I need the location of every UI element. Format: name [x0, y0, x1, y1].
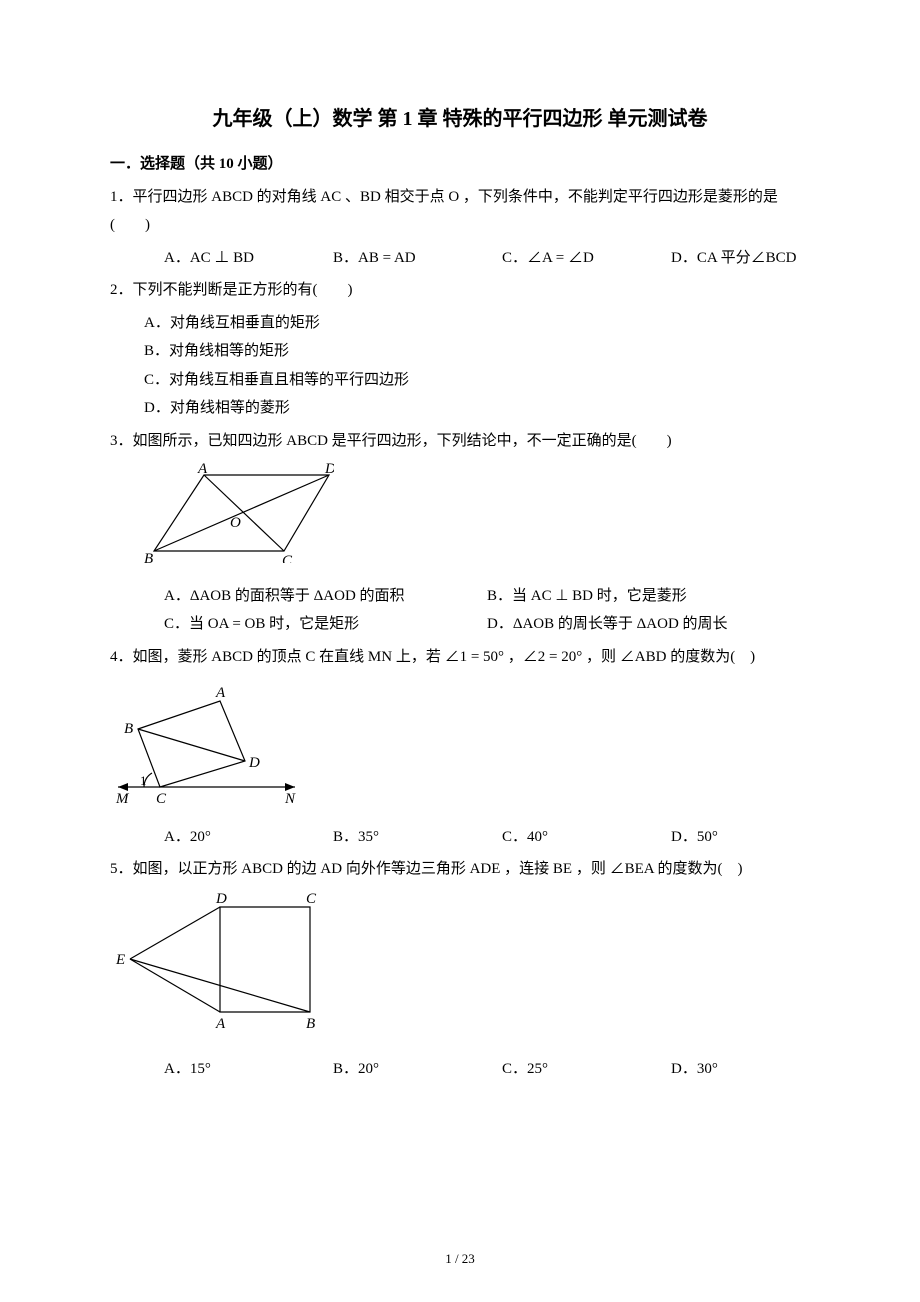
q3-stem: 3．如图所示，已知四边形 ABCD 是平行四边形，下列结论中，不一定正确的是( … [110, 427, 810, 456]
svg-text:B: B [306, 1016, 315, 1032]
svg-text:1: 1 [140, 773, 147, 788]
q2-stem: 2．下列不能判断是正方形的有( ) [110, 276, 810, 305]
q4-stem: 4．如图，菱形 ABCD 的顶点 C 在直线 MN 上，若 ∠1 = 50° ，… [110, 643, 810, 672]
q4-choice-b: B．35° [333, 823, 472, 852]
q1-choice-a: A．AC ⊥ BD [164, 244, 303, 273]
q1-choice-d: D．CA 平分∠BCD [671, 244, 810, 273]
svg-text:B: B [144, 551, 153, 563]
q3-choice-c: C．当 OA = OB 时，它是矩形 [164, 610, 487, 639]
q3-svg: A B C D O [144, 463, 334, 563]
page-title: 九年级（上）数学 第 1 章 特殊的平行四边形 单元测试卷 [110, 100, 810, 138]
q2-choice-d: D．对角线相等的菱形 [144, 394, 810, 423]
q2-choices: A．对角线互相垂直的矩形 B．对角线相等的矩形 C．对角线互相垂直且相等的平行四… [110, 309, 810, 423]
q2-choice-a: A．对角线互相垂直的矩形 [144, 309, 810, 338]
svg-text:E: E [115, 952, 125, 968]
q3-choice-b: B．当 AC ⊥ BD 时，它是菱形 [487, 582, 810, 611]
q4-svg: A B C D M N 1 [110, 679, 310, 804]
svg-text:D: D [324, 463, 334, 477]
q3-choice-a: A．ΔAOB 的面积等于 ΔAOD 的面积 [164, 582, 487, 611]
q5-choice-a: A．15° [164, 1055, 303, 1084]
svg-text:A: A [197, 463, 208, 477]
q5-choice-d: D．30° [671, 1055, 810, 1084]
q5-svg: A B C D E [110, 892, 330, 1037]
q4-figure: A B C D M N 1 [110, 679, 810, 815]
svg-text:C: C [306, 892, 317, 907]
q3-choices-row1: A．ΔAOB 的面积等于 ΔAOD 的面积 B．当 AC ⊥ BD 时，它是菱形 [110, 582, 810, 611]
svg-text:D: D [215, 892, 227, 907]
q5-choice-c: C．25° [502, 1055, 641, 1084]
svg-text:C: C [282, 553, 293, 563]
section-header: 一．选择题（共 10 小题） [110, 150, 810, 179]
q1-choice-b: B．AB = AD [333, 244, 472, 273]
q1-choices: A．AC ⊥ BD B．AB = AD C．∠A = ∠D D．CA 平分∠BC… [110, 244, 810, 273]
svg-text:M: M [115, 791, 130, 804]
q4-choice-c: C．40° [502, 823, 641, 852]
svg-text:O: O [230, 515, 241, 531]
page-footer: 1 / 23 [0, 1247, 920, 1272]
q3-figure: A B C D O [144, 463, 810, 574]
q2-choice-b: B．对角线相等的矩形 [144, 337, 810, 366]
q1-choice-c: C．∠A = ∠D [502, 244, 641, 273]
q5-figure: A B C D E [110, 892, 810, 1048]
q5-stem: 5．如图，以正方形 ABCD 的边 AD 向外作等边三角形 ADE ，连接 BE… [110, 855, 810, 884]
svg-text:C: C [156, 791, 167, 804]
q3-choices-row2: C．当 OA = OB 时，它是矩形 D．ΔAOB 的周长等于 ΔAOD 的周长 [110, 610, 810, 639]
q5-choice-b: B．20° [333, 1055, 472, 1084]
q2-choice-c: C．对角线互相垂直且相等的平行四边形 [144, 366, 810, 395]
svg-text:B: B [124, 721, 133, 737]
q5-choices: A．15° B．20° C．25° D．30° [110, 1055, 810, 1084]
q4-choices: A．20° B．35° C．40° D．50° [110, 823, 810, 852]
svg-text:N: N [284, 791, 296, 804]
svg-text:A: A [215, 1016, 226, 1032]
q1-stem: 1．平行四边形 ABCD 的对角线 AC 、BD 相交于点 O ，下列条件中，不… [110, 183, 810, 240]
svg-text:A: A [215, 685, 226, 701]
q3-choice-d: D．ΔAOB 的周长等于 ΔAOD 的周长 [487, 610, 810, 639]
q4-choice-d: D．50° [671, 823, 810, 852]
page: 九年级（上）数学 第 1 章 特殊的平行四边形 单元测试卷 一．选择题（共 10… [0, 0, 920, 1302]
q4-choice-a: A．20° [164, 823, 303, 852]
svg-text:D: D [248, 755, 260, 771]
